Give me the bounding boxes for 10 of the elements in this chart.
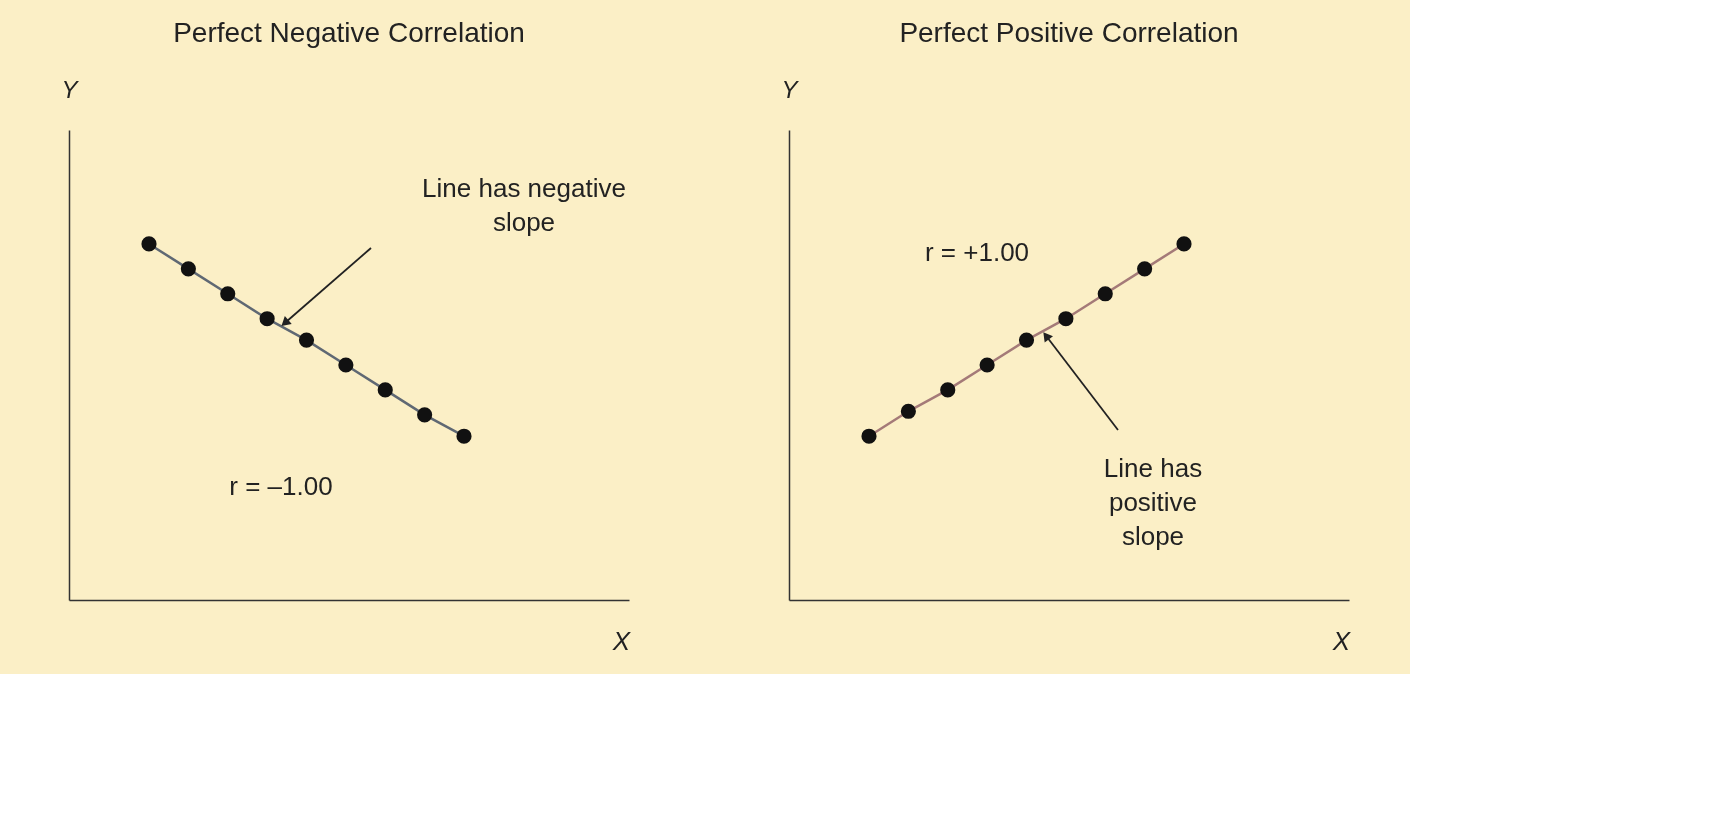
text: Line has negative slope	[422, 173, 626, 237]
annotation: Line has positive slope	[1103, 453, 1203, 551]
annotation: r = +1.00	[924, 237, 1030, 267]
x-axis-title: X	[1331, 625, 1352, 656]
x-axis-title: X	[611, 625, 632, 656]
y-axis-title: Y	[61, 75, 80, 103]
y-axis-title: Y	[781, 75, 800, 103]
chart-title: Perfect Positive Correlation	[899, 17, 1239, 48]
annotation: r = –1.00	[229, 471, 333, 501]
chart-title: Perfect Negative Correlation	[173, 17, 525, 48]
